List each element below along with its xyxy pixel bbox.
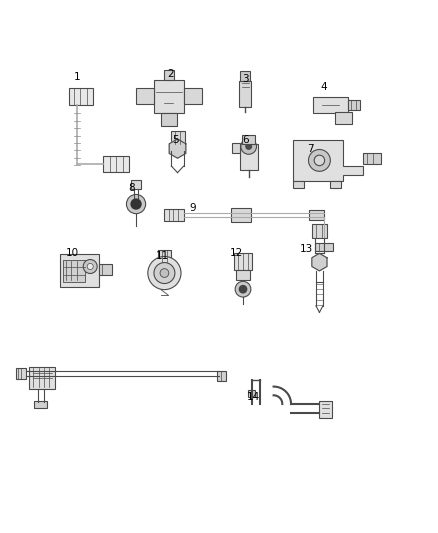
Bar	[236, 270, 251, 280]
Bar	[161, 112, 177, 126]
Circle shape	[245, 143, 252, 150]
Bar	[348, 100, 360, 110]
Bar	[131, 180, 141, 189]
Bar	[330, 181, 341, 188]
Bar	[234, 253, 252, 270]
Bar	[103, 156, 130, 172]
Circle shape	[83, 260, 97, 273]
Bar	[240, 71, 251, 81]
Circle shape	[131, 198, 142, 210]
Bar	[319, 400, 332, 418]
Bar	[293, 181, 304, 188]
Text: 13: 13	[300, 244, 313, 254]
Bar	[99, 264, 112, 275]
Bar	[70, 88, 93, 104]
Bar	[363, 153, 381, 164]
Text: 12: 12	[230, 248, 243, 259]
Bar	[239, 81, 251, 107]
Text: 6: 6	[242, 135, 248, 145]
Bar	[164, 209, 184, 221]
Text: 11: 11	[155, 251, 169, 261]
Circle shape	[160, 269, 169, 277]
Polygon shape	[312, 253, 327, 271]
Circle shape	[87, 263, 93, 270]
Bar	[16, 368, 25, 379]
Circle shape	[314, 155, 325, 166]
Bar	[231, 208, 251, 222]
Bar	[60, 254, 99, 287]
Bar	[163, 70, 174, 80]
Bar	[153, 80, 184, 112]
Bar	[184, 88, 201, 104]
Text: 7: 7	[307, 143, 314, 154]
Bar	[170, 131, 184, 144]
Bar	[312, 224, 327, 238]
Bar	[232, 143, 240, 153]
Text: 3: 3	[242, 74, 248, 84]
Circle shape	[235, 281, 251, 297]
Bar	[136, 88, 153, 104]
Text: 1: 1	[74, 71, 81, 82]
Bar	[34, 401, 47, 408]
Text: 8: 8	[128, 183, 135, 193]
Bar	[63, 260, 85, 282]
Text: 5: 5	[172, 135, 179, 145]
Bar	[217, 372, 226, 381]
Bar	[240, 144, 258, 171]
Bar	[313, 96, 348, 113]
Text: 10: 10	[66, 248, 79, 259]
Bar	[29, 367, 55, 389]
Circle shape	[148, 256, 181, 289]
Bar	[158, 250, 170, 262]
Circle shape	[154, 263, 175, 284]
Bar	[335, 112, 352, 124]
Circle shape	[239, 285, 247, 294]
Polygon shape	[169, 139, 186, 158]
Bar	[248, 390, 255, 398]
Polygon shape	[293, 140, 363, 181]
Text: 4: 4	[321, 83, 327, 93]
Circle shape	[127, 195, 146, 214]
Text: 2: 2	[168, 69, 174, 79]
Text: 14: 14	[247, 392, 261, 402]
Text: 9: 9	[190, 203, 196, 213]
Bar	[242, 135, 255, 144]
Bar	[308, 209, 324, 221]
Bar	[315, 244, 332, 251]
Circle shape	[308, 149, 330, 171]
Circle shape	[241, 139, 257, 154]
